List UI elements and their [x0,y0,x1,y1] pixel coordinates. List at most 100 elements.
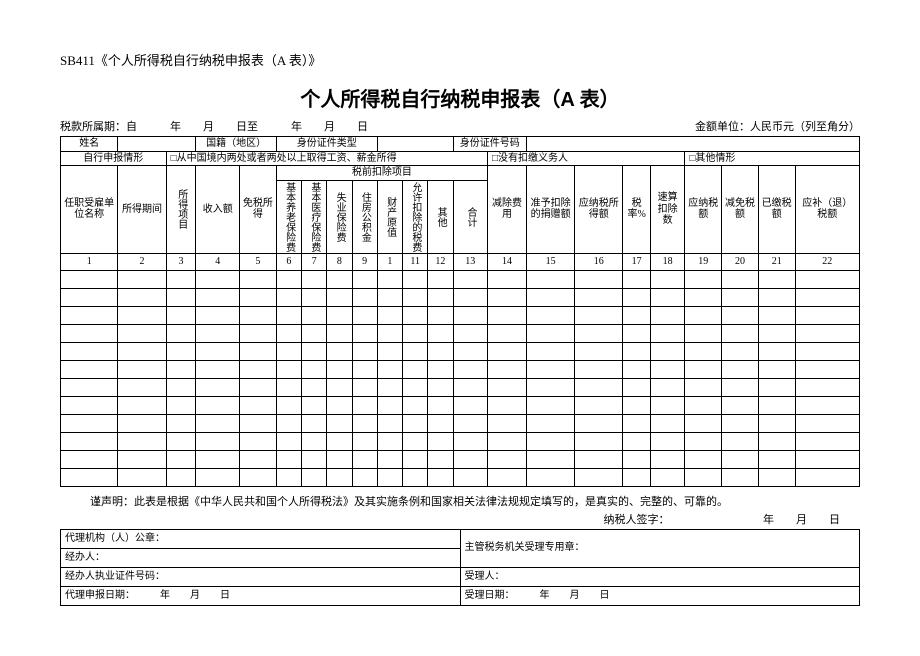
cell[interactable] [575,270,623,288]
cell[interactable] [276,288,301,306]
cell[interactable] [650,360,684,378]
cell[interactable] [758,288,795,306]
cell[interactable] [118,414,166,432]
cell[interactable] [623,288,651,306]
cell[interactable] [327,396,352,414]
cell[interactable] [352,324,377,342]
cell[interactable] [302,450,327,468]
cell[interactable] [487,432,526,450]
cell[interactable] [302,324,327,342]
cell[interactable] [795,432,859,450]
cell[interactable] [327,414,352,432]
cell[interactable] [327,270,352,288]
cell[interactable] [61,342,118,360]
cell[interactable] [527,360,575,378]
cell[interactable] [118,450,166,468]
cell[interactable] [685,360,722,378]
cell[interactable] [166,306,196,324]
cell[interactable] [352,468,377,486]
cell[interactable] [240,396,277,414]
cell[interactable] [166,288,196,306]
id-type-value[interactable] [377,137,453,152]
cell[interactable] [327,468,352,486]
cell[interactable] [487,396,526,414]
cell[interactable] [795,450,859,468]
cell[interactable] [166,378,196,396]
cell[interactable] [352,414,377,432]
cell[interactable] [403,306,428,324]
cell[interactable] [685,378,722,396]
cell[interactable] [685,288,722,306]
cell[interactable] [352,396,377,414]
cell[interactable] [722,396,759,414]
cell[interactable] [240,450,277,468]
cell[interactable] [623,360,651,378]
cell[interactable] [327,288,352,306]
cell[interactable] [166,468,196,486]
cell[interactable] [795,324,859,342]
cell[interactable] [453,342,487,360]
cell[interactable] [758,450,795,468]
cell[interactable] [487,450,526,468]
cell[interactable] [118,468,166,486]
cell[interactable] [403,450,428,468]
cell[interactable] [428,306,453,324]
cell[interactable] [166,270,196,288]
cell[interactable] [575,288,623,306]
cell[interactable] [575,396,623,414]
cell[interactable] [527,306,575,324]
cell[interactable] [403,432,428,450]
cell[interactable] [302,306,327,324]
cell[interactable] [453,414,487,432]
cell[interactable] [276,468,301,486]
cell[interactable] [758,414,795,432]
cell[interactable] [377,414,402,432]
cell[interactable] [722,288,759,306]
cell[interactable] [166,396,196,414]
cell[interactable] [487,378,526,396]
cell[interactable] [196,324,240,342]
cell[interactable] [453,468,487,486]
cell[interactable] [685,270,722,288]
cell[interactable] [377,288,402,306]
cell[interactable] [276,432,301,450]
cell[interactable] [623,432,651,450]
cell[interactable] [240,432,277,450]
cell[interactable] [650,468,684,486]
cell[interactable] [196,288,240,306]
cell[interactable] [453,378,487,396]
cell[interactable] [527,378,575,396]
cell[interactable] [302,342,327,360]
cell[interactable] [327,432,352,450]
cell[interactable] [623,450,651,468]
cell[interactable] [302,270,327,288]
cell[interactable] [403,468,428,486]
cell[interactable] [795,270,859,288]
cell[interactable] [428,342,453,360]
cell[interactable] [403,270,428,288]
cell[interactable] [377,378,402,396]
cell[interactable] [650,414,684,432]
cell[interactable] [276,306,301,324]
cell[interactable] [196,396,240,414]
cell[interactable] [118,432,166,450]
cell[interactable] [795,468,859,486]
cell[interactable] [196,414,240,432]
cell[interactable] [623,324,651,342]
cell[interactable] [575,324,623,342]
cell[interactable] [403,414,428,432]
cell[interactable] [650,324,684,342]
cell[interactable] [196,306,240,324]
cell[interactable] [403,396,428,414]
cell[interactable] [623,342,651,360]
cell[interactable] [240,378,277,396]
cell[interactable] [302,396,327,414]
cell[interactable] [685,432,722,450]
cell[interactable] [795,288,859,306]
cell[interactable] [403,360,428,378]
cell[interactable] [487,306,526,324]
cell[interactable] [650,342,684,360]
cell[interactable] [276,360,301,378]
cell[interactable] [61,468,118,486]
cell[interactable] [650,270,684,288]
